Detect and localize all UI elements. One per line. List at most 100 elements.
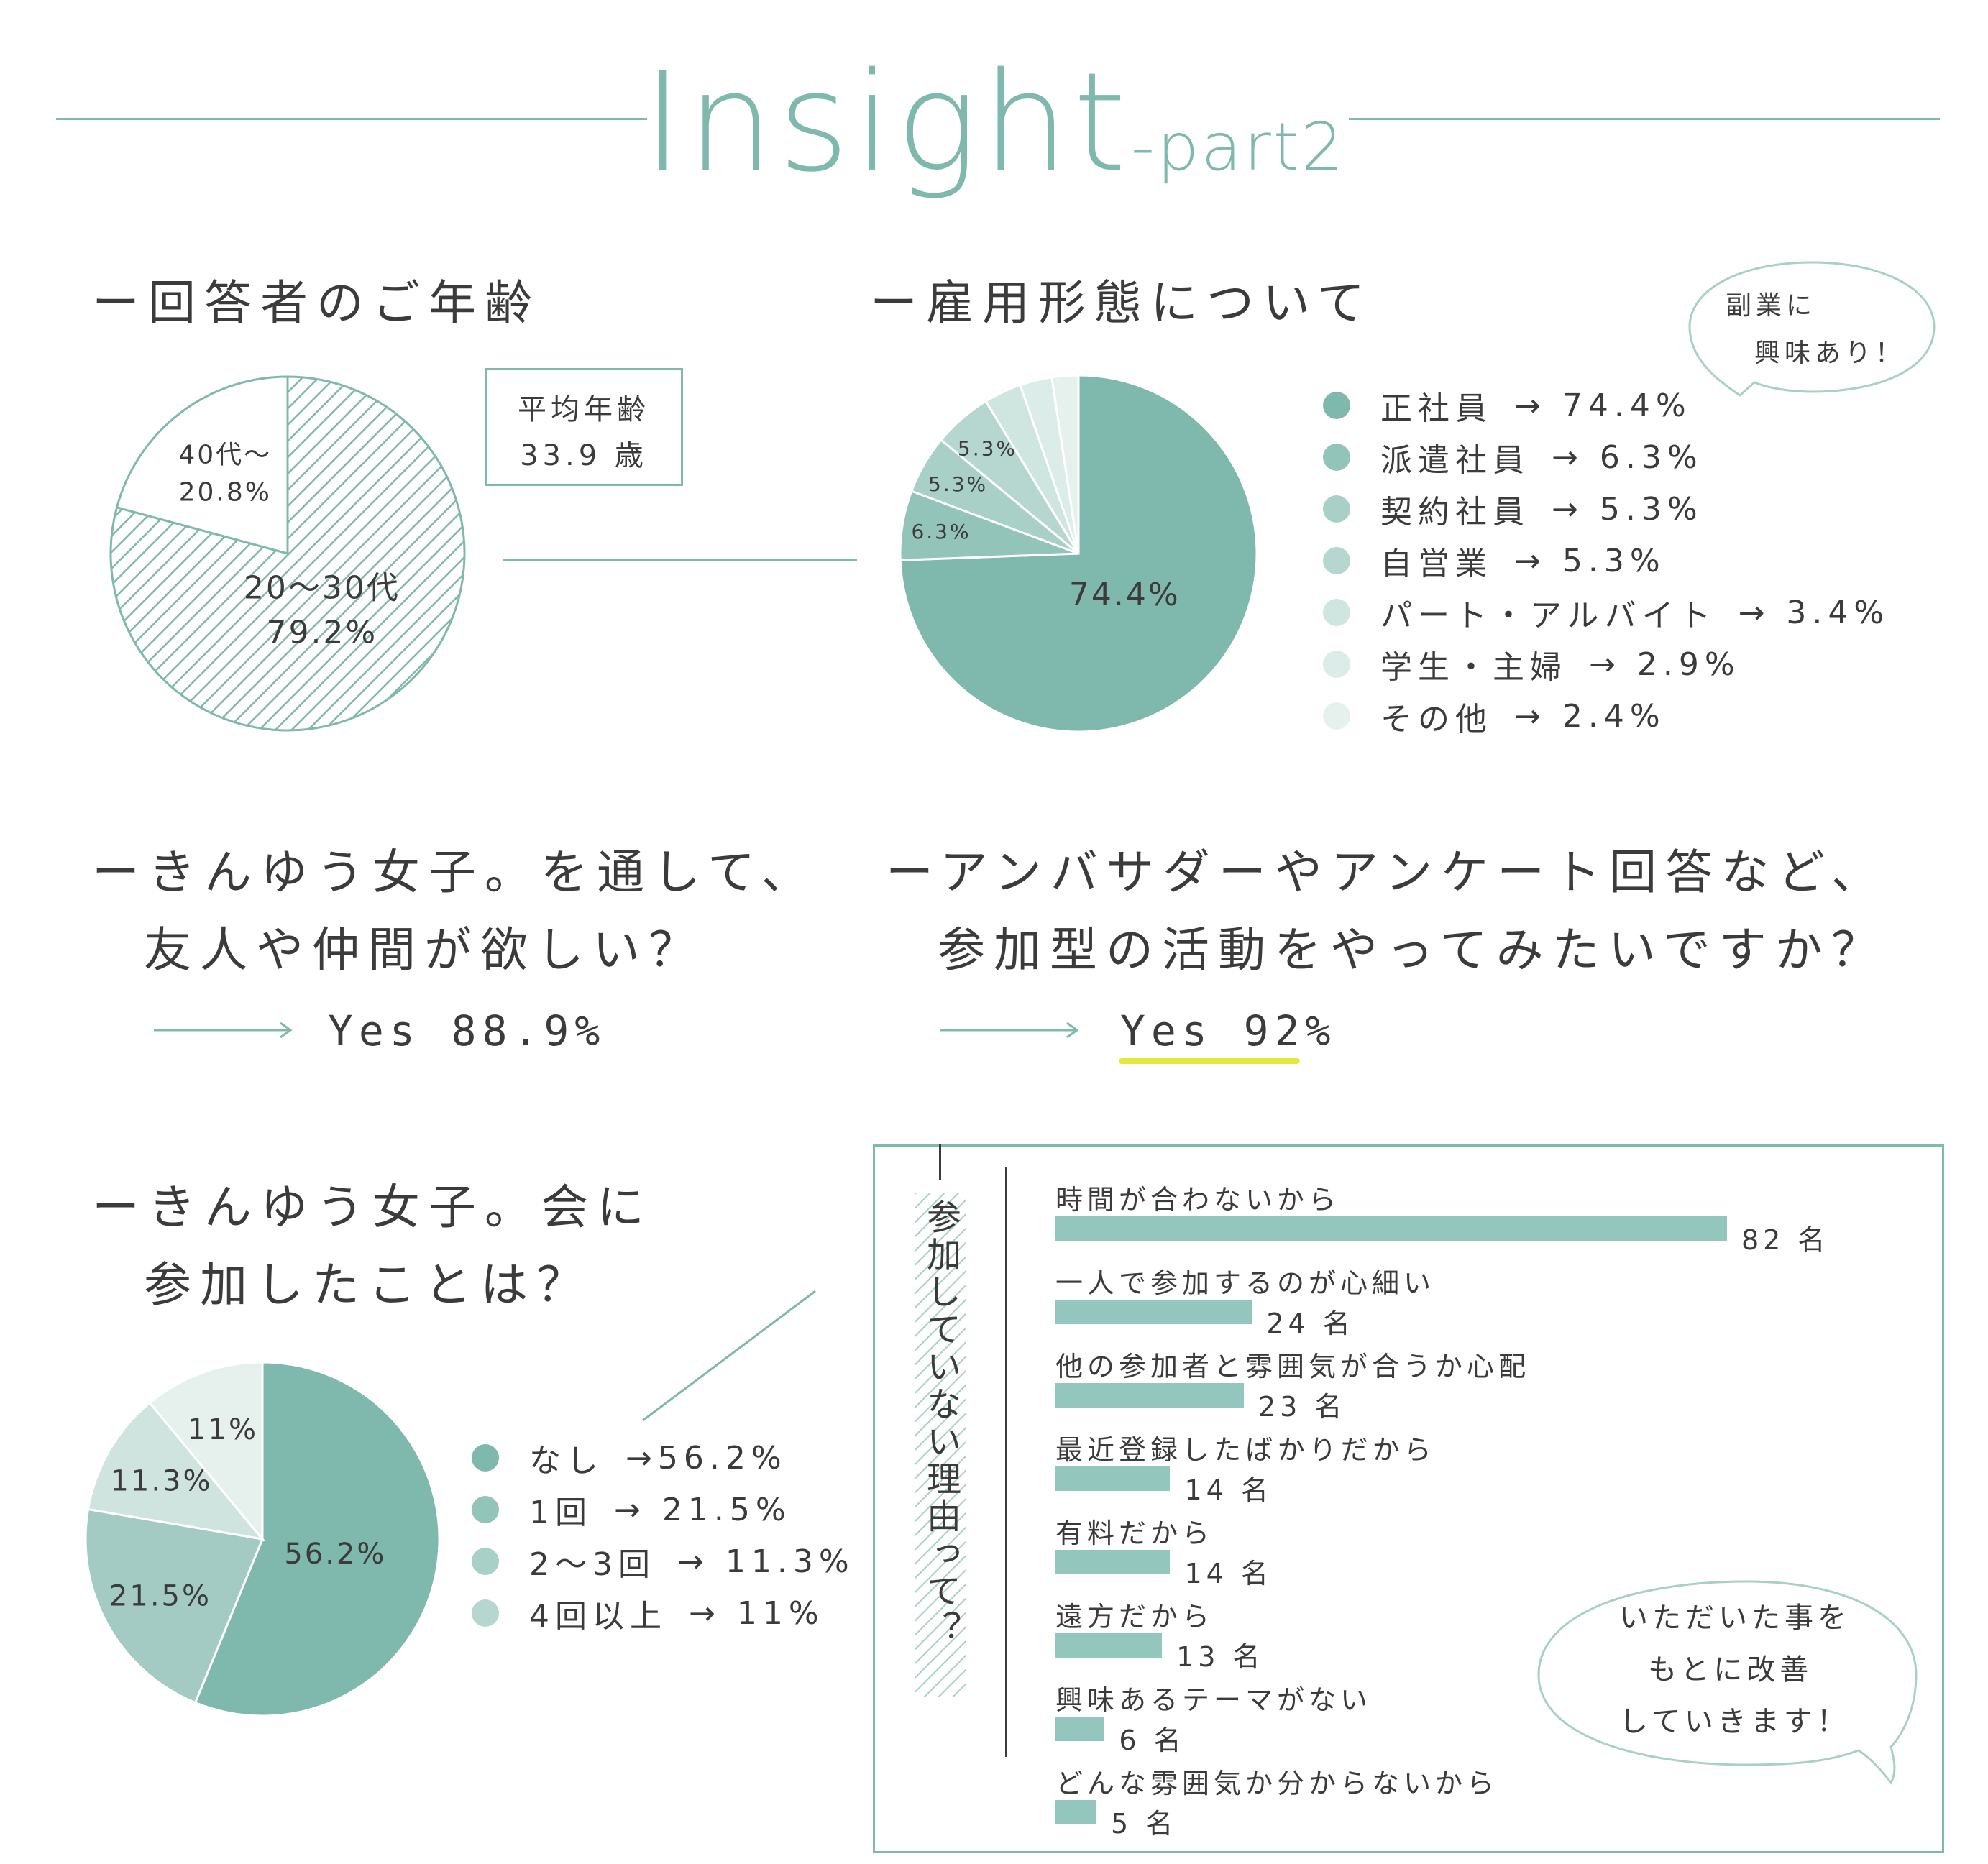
legend-label: パート・アルバイト <box>1380 597 1717 634</box>
reasons-tab-line <box>939 1144 941 1180</box>
legend-label: 学生・主婦 <box>1380 649 1567 686</box>
age-divider-line <box>503 559 857 561</box>
legend-item: 派遣社員 → 6.3% <box>1323 434 1703 480</box>
participation-heading-line2: 参加したことは？ <box>144 1257 592 1313</box>
participation-heading-line1: ーきんゆう女子。会に <box>92 1180 653 1235</box>
ambassador-answer-underline <box>1119 1058 1300 1064</box>
bar <box>1055 1216 1727 1241</box>
reasons-speech-bubble <box>1537 1580 1918 1785</box>
legend-label: 正社員 <box>1380 390 1493 427</box>
bar-category-label: 有料だから <box>1055 1518 1214 1549</box>
legend-item: なし →56.2% <box>472 1435 787 1481</box>
legend-item: 自営業 → 5.3% <box>1323 538 1666 584</box>
page-title-main: Insight <box>642 43 1131 202</box>
legend-dot <box>472 1548 499 1575</box>
bar-category-label: 一人で参加するのが心細い <box>1055 1267 1436 1299</box>
employment-slice-label: 6.3% <box>911 520 971 543</box>
participation-slice-label: 11% <box>188 1413 258 1446</box>
participation-pie-chart: 56.2% 21.5% 11.3% 11% <box>84 1361 441 1717</box>
employment-slice-label: 74.4% <box>1069 577 1181 613</box>
legend-label: なし <box>529 1443 604 1479</box>
legend-dot <box>1323 547 1350 574</box>
reasons-side-hatch <box>915 1193 966 1697</box>
friends-answer: Yes 88.9% <box>328 1006 606 1055</box>
participation-connector-line <box>642 1290 816 1422</box>
legend-label: 4回以上 <box>529 1598 667 1635</box>
legend-value: → 74.4% <box>1514 387 1692 424</box>
legend-value: → 6.3% <box>1552 439 1703 476</box>
participation-slice-label: 21.5% <box>109 1580 211 1613</box>
employment-bubble-line1: 副業に <box>1726 291 1817 321</box>
age-heading: ー回答者のご年齢 <box>92 275 541 331</box>
reasons-side-title: 参加していない理由って？ <box>915 1193 966 1697</box>
legend-dot <box>1323 599 1350 626</box>
title-rule-right <box>1349 118 1940 120</box>
reasons-bubble-line1: いただいた事を <box>1619 1602 1851 1635</box>
ambassador-heading-line2: 参加型の活動をやってみたいですか？ <box>938 922 1887 978</box>
legend-value: → 11% <box>689 1594 825 1632</box>
legend-item: 1回 → 21.5% <box>472 1487 792 1533</box>
legend-dot <box>1323 651 1350 678</box>
age-slice-label: 40代〜 <box>178 441 272 470</box>
legend-value: → 5.3% <box>1552 490 1703 528</box>
friends-heading-line1: ーきんゆう女子。を通して、 <box>92 845 817 900</box>
bar <box>1055 1383 1244 1408</box>
reasons-bubble-line2: もとに改善 <box>1648 1653 1813 1686</box>
participation-pie-slice <box>86 1401 265 1541</box>
age-slice-value: 20.8% <box>179 478 272 508</box>
legend-dot <box>472 1444 499 1472</box>
age-slice-value: 79.2% <box>266 615 377 651</box>
bar <box>1055 1717 1105 1741</box>
employment-pie-slice <box>1050 374 1080 554</box>
legend-dot <box>1323 702 1350 730</box>
ambassador-answer: Yes 92% <box>1120 1006 1337 1055</box>
participation-pie-slice <box>148 1361 264 1543</box>
participation-pie-slice <box>193 1361 441 1717</box>
title-rule-left <box>56 118 647 120</box>
legend-value: → 3.4% <box>1738 594 1890 631</box>
legend-label: その他 <box>1380 701 1493 738</box>
legend-label: 契約社員 <box>1380 494 1530 531</box>
friends-arrow-icon <box>154 1021 293 1039</box>
average-age-value: 33.9 歳 <box>520 439 648 472</box>
bar-value-label: 5 名 <box>1110 1808 1178 1840</box>
employment-speech-bubble <box>1688 261 1936 397</box>
bar-value-label: 14 名 <box>1184 1558 1273 1589</box>
reasons-side-title-text: 参加していない理由って？ <box>920 1199 961 1648</box>
legend-item: 4回以上 → 11% <box>472 1590 825 1636</box>
legend-dot <box>1323 495 1350 523</box>
bar-value-label: 23 名 <box>1258 1391 1347 1423</box>
age-pie-slice <box>109 375 466 732</box>
legend-item: 契約社員 → 5.3% <box>1323 486 1703 532</box>
page-title-sub: -part2 <box>1130 109 1346 185</box>
bar <box>1055 1300 1252 1324</box>
bar-category-label: 他の参加者と雰囲気が合うか心配 <box>1055 1351 1531 1382</box>
ambassador-heading-line1: ーアンバサダーやアンケート回答など、 <box>886 845 1887 900</box>
reasons-divider <box>1005 1167 1007 1757</box>
legend-item: パート・アルバイト → 3.4% <box>1323 589 1889 635</box>
legend-value: → 2.9% <box>1589 646 1741 683</box>
bar <box>1055 1466 1171 1491</box>
bar-value-label: 24 名 <box>1266 1308 1355 1339</box>
average-age-box: 平均年齢 33.9 歳 <box>485 368 683 486</box>
legend-value: → 11.3% <box>677 1543 855 1580</box>
legend-item: 学生・主婦 → 2.9% <box>1323 641 1741 687</box>
bar-category-label: 最近登録したばかりだから <box>1055 1434 1436 1466</box>
participation-slice-label: 56.2% <box>284 1538 386 1571</box>
average-age-label: 平均年齢 <box>518 393 650 426</box>
employment-slice-label: 5.3% <box>958 437 1017 461</box>
bar <box>1055 1633 1163 1658</box>
legend-dot <box>1323 444 1350 471</box>
legend-value: →56.2% <box>626 1439 787 1477</box>
bar-value-label: 14 名 <box>1184 1474 1273 1506</box>
employment-slice-label: 5.3% <box>928 472 988 496</box>
employment-heading: ー雇用形態について <box>870 275 1374 331</box>
legend-value: → 21.5% <box>614 1491 792 1528</box>
legend-value: → 5.3% <box>1514 542 1666 579</box>
participation-pie-slice <box>84 1507 265 1704</box>
ambassador-arrow-icon <box>940 1021 1079 1039</box>
friends-heading-line2: 友人や仲間が欲しい？ <box>144 922 705 978</box>
age-pie-chart: 40代〜 20.8% 20〜30代 79.2% <box>109 375 466 732</box>
employment-bubble-line2: 興味あり！ <box>1754 339 1906 368</box>
legend-dot <box>472 1599 499 1627</box>
